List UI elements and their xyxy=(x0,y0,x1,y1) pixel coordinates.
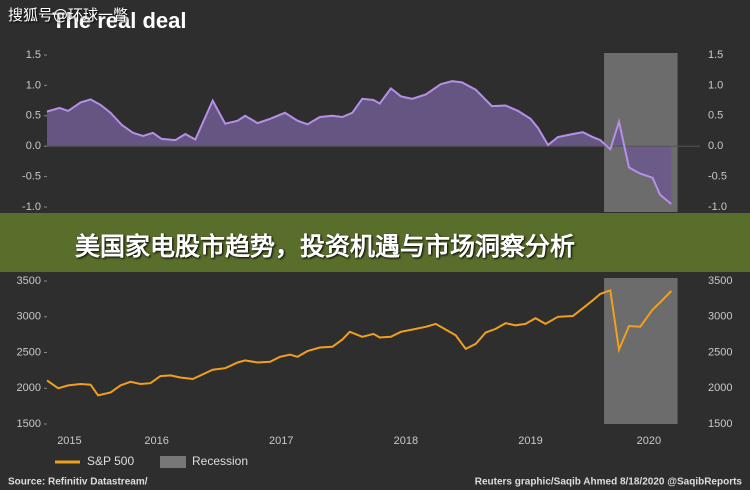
y-tick-label: 1.0 xyxy=(26,79,41,91)
y-tick-label: 1.5 xyxy=(26,49,41,61)
line xyxy=(46,288,673,397)
watermark: 搜狐号@环球一瞥 xyxy=(8,6,129,24)
y-tick-label: 1500 xyxy=(17,418,41,430)
y2-tick-label: 0.0 xyxy=(708,140,723,152)
x-tick-label: 2019 xyxy=(518,435,542,447)
legend-swatch xyxy=(160,456,186,468)
y-tick-label: -0.5 xyxy=(22,171,41,183)
x-tick-label: 2016 xyxy=(144,435,168,447)
recession-band xyxy=(604,278,678,424)
y2-tick-label: 3500 xyxy=(708,275,732,287)
y-tick-label: -1.0 xyxy=(22,201,41,213)
source: Source: Refinitiv Datastream/ xyxy=(8,477,148,488)
legend-label: Recession xyxy=(192,454,248,468)
credit: Reuters graphic/Saqib Ahmed 8/18/2020 @S… xyxy=(475,477,743,488)
y-tick-label: 0.5 xyxy=(26,110,41,122)
x-tick-label: 2018 xyxy=(394,435,418,447)
banner: 美国家电股市趋势，投资机遇与市场洞察分析 xyxy=(0,213,750,272)
chart-title: The real deal xyxy=(52,8,187,33)
x-tick-label: 2020 xyxy=(637,435,661,447)
line xyxy=(46,80,672,205)
y2-tick-label: 3000 xyxy=(708,311,732,323)
y2-tick-label: 0.5 xyxy=(708,110,723,122)
area xyxy=(47,81,672,204)
y2-tick-label: 1500 xyxy=(708,418,732,430)
y-tick-label: 2500 xyxy=(17,346,41,358)
y2-tick-label: 1.0 xyxy=(708,79,723,91)
x-tick-label: 2015 xyxy=(57,435,81,447)
banner-text: 美国家电股市趋势，投资机遇与市场洞察分析 xyxy=(75,232,576,261)
y2-tick-label: 2500 xyxy=(708,346,732,358)
legend-label: S&P 500 xyxy=(87,454,134,468)
y-tick-label: 0.0 xyxy=(26,140,41,152)
y2-tick-label: 2000 xyxy=(708,382,732,394)
y-tick-label: 3000 xyxy=(17,311,41,323)
y2-tick-label: -0.5 xyxy=(708,171,727,183)
x-tick-label: 2017 xyxy=(269,435,293,447)
y2-tick-label: -1.0 xyxy=(708,201,727,213)
y-tick-label: 3500 xyxy=(17,275,41,287)
y2-tick-label: 1.5 xyxy=(708,49,723,61)
y-tick-label: 2000 xyxy=(17,382,41,394)
